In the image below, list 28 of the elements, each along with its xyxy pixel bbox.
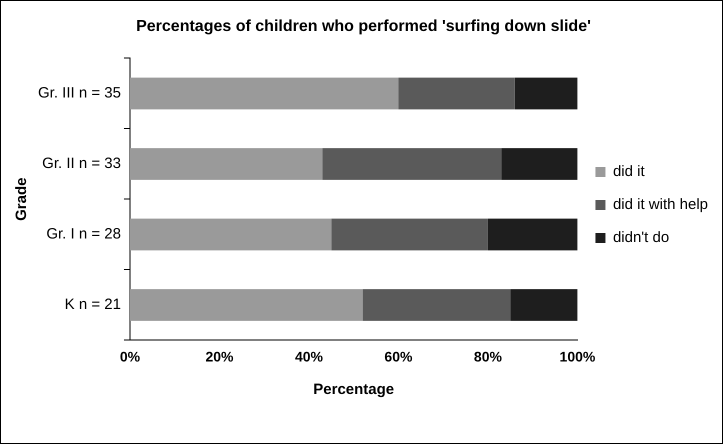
- x-tick-label: 20%: [205, 348, 234, 364]
- bar: [130, 148, 322, 180]
- legend-label: didn't do: [612, 229, 670, 246]
- y-tick-label: Gr. I n = 28: [46, 226, 121, 243]
- bar: [501, 148, 578, 180]
- bar: [510, 289, 578, 321]
- x-tick-label: 60%: [384, 348, 414, 364]
- x-tick-label: 100%: [560, 348, 596, 364]
- bar: [488, 218, 578, 250]
- y-tick-label: Gr. II n = 33: [42, 155, 121, 172]
- bar: [398, 78, 515, 110]
- y-axis-title: Grade: [13, 178, 30, 221]
- bar: [514, 78, 578, 110]
- chart-title: Percentages of children who performed 'surfing down slide': [136, 18, 591, 36]
- legend-label: did it: [612, 163, 646, 180]
- y-tick-label: Gr. III n = 35: [38, 84, 121, 102]
- x-tick-label: 40%: [294, 348, 324, 364]
- bar: [362, 289, 510, 321]
- legend-label: did it with help: [612, 196, 708, 214]
- x-tick-label: 80%: [474, 348, 503, 364]
- bar: [130, 218, 332, 250]
- bar: [130, 78, 398, 110]
- y-tick-label: K n = 21: [64, 296, 121, 314]
- bar: [130, 289, 363, 321]
- x-tick-label: 0%: [120, 348, 141, 364]
- x-axis-title: Percentage: [313, 381, 394, 398]
- bar: [331, 218, 488, 250]
- bar: [322, 148, 502, 180]
